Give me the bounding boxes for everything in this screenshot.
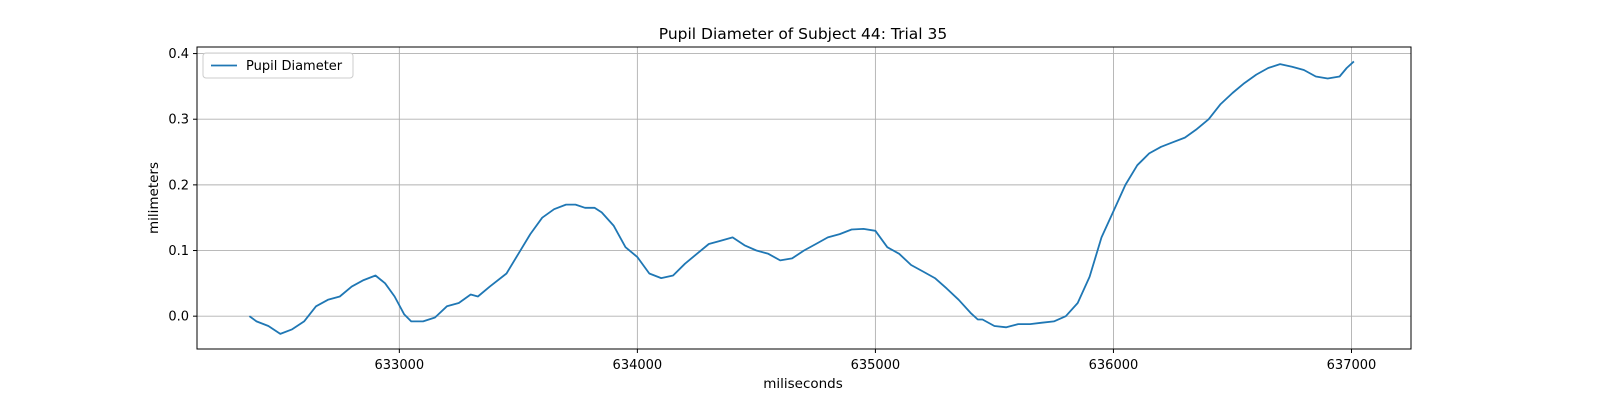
legend: Pupil Diameter [202, 52, 354, 79]
x-axis-label: miliseconds [763, 376, 843, 392]
x-tick-label: 635000 [851, 358, 901, 373]
y-tick-label: 0.3 [168, 113, 189, 128]
series-line-pupil-diameter [248, 60, 1355, 335]
y-tick-label: 0.1 [168, 244, 189, 259]
legend-box [202, 52, 354, 79]
chart-title: Pupil Diameter of Subject 44: Trial 35 [659, 25, 948, 43]
legend-label-pupil-diameter: Pupil Diameter [246, 59, 343, 74]
y-tick-label: 0.2 [168, 178, 189, 193]
x-tick-label: 633000 [375, 358, 425, 373]
x-tick-label: 634000 [613, 358, 663, 373]
y-tick-label: 0.0 [168, 310, 189, 325]
x-axis-ticks: 633000 634000 635000 636000 637000 [375, 349, 1377, 373]
y-tick-label: 0.4 [168, 47, 189, 62]
y-axis-ticks: 0.0 0.1 0.2 0.3 0.4 [168, 47, 197, 325]
y-axis-label: milimeters [146, 162, 162, 234]
x-tick-label: 637000 [1327, 358, 1377, 373]
plot-area-frame [196, 46, 1412, 350]
x-tick-label: 636000 [1089, 358, 1139, 373]
grid-lines [197, 47, 1411, 349]
